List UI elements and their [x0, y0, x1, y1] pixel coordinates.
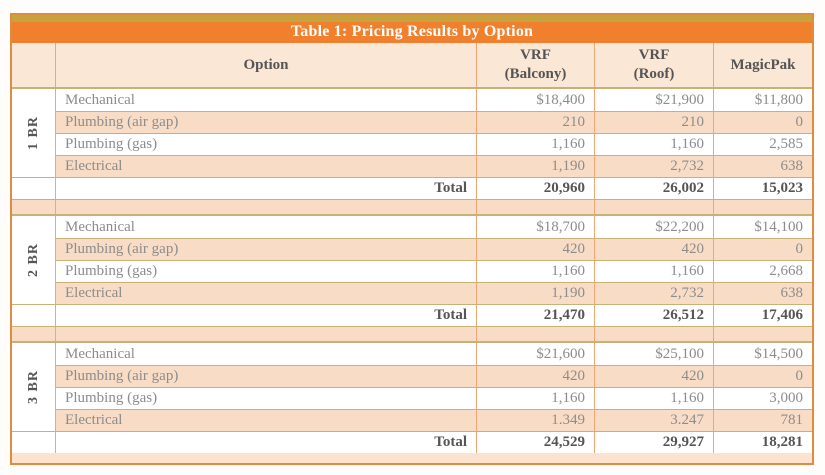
row-value: 420: [476, 238, 594, 260]
row-value: $18,700: [476, 216, 594, 238]
table-title: Table 1: Pricing Results by Option: [12, 22, 812, 43]
row-value: 210: [594, 111, 713, 133]
row-value: $21,600: [476, 343, 594, 365]
group-label-cell: 2 BR: [12, 216, 55, 304]
row-value: $11,800: [713, 89, 812, 111]
group-label: 2 BR: [25, 243, 41, 277]
row-value: 1,190: [476, 282, 594, 304]
row-label: Electrical: [55, 155, 476, 177]
row-value: 638: [713, 155, 812, 177]
row-value: $14,100: [713, 216, 812, 238]
row-value: 1,160: [476, 260, 594, 282]
row-value: 1,190: [476, 155, 594, 177]
section-2br: 2 BR Mechanical $18,700 $22,200 $14,100 …: [12, 216, 812, 326]
row-label: Plumbing (gas): [55, 260, 476, 282]
row-value: 0: [713, 238, 812, 260]
row-value: 781: [713, 409, 812, 431]
row-value: $21,900: [594, 89, 713, 111]
row-label: Electrical: [55, 282, 476, 304]
total-gutter: [12, 304, 55, 326]
section-spacer: [12, 199, 812, 216]
row-value: 420: [476, 365, 594, 387]
row-label: Plumbing (air gap): [55, 238, 476, 260]
row-value: 638: [713, 282, 812, 304]
total-value: 26,002: [594, 177, 713, 199]
row-value: 3,000: [713, 387, 812, 409]
row-value: 2,732: [594, 282, 713, 304]
row-value: 0: [713, 111, 812, 133]
row-label: Mechanical: [55, 216, 476, 238]
row-value: 210: [476, 111, 594, 133]
row-value: $22,200: [594, 216, 713, 238]
row-label: Plumbing (air gap): [55, 365, 476, 387]
total-value: 26,512: [594, 304, 713, 326]
section-1br: 1 BR Mechanical $18,400 $21,900 $11,800 …: [12, 89, 812, 199]
header-vrf-roof: VRF (Roof): [594, 43, 713, 87]
table-header: Option VRF (Balcony) VRF (Roof) MagicPak: [12, 43, 812, 89]
row-label: Mechanical: [55, 89, 476, 111]
header-option: Option: [55, 43, 476, 87]
row-value: 1,160: [594, 260, 713, 282]
section-3br: 3 BR Mechanical $21,600 $25,100 $14,500 …: [12, 343, 812, 453]
section-spacer: [12, 326, 812, 343]
total-label: Total: [55, 304, 476, 326]
row-value: 420: [594, 365, 713, 387]
row-label: Mechanical: [55, 343, 476, 365]
pricing-table: Table 1: Pricing Results by Option Optio…: [10, 13, 814, 465]
row-label: Plumbing (gas): [55, 133, 476, 155]
row-value: 420: [594, 238, 713, 260]
total-gutter: [12, 177, 55, 199]
row-value: 1,160: [476, 387, 594, 409]
row-value: 1,160: [476, 133, 594, 155]
header-magicpak: MagicPak: [713, 43, 812, 87]
row-value: 2,732: [594, 155, 713, 177]
group-label-cell: 3 BR: [12, 343, 55, 431]
total-value: 24,529: [476, 431, 594, 453]
total-label: Total: [55, 431, 476, 453]
total-value: 20,960: [476, 177, 594, 199]
row-value: 1,160: [594, 387, 713, 409]
row-value: 1.349: [476, 409, 594, 431]
row-value: $14,500: [713, 343, 812, 365]
title-accent-bar: [12, 15, 812, 22]
group-label: 1 BR: [25, 116, 41, 150]
row-label: Plumbing (gas): [55, 387, 476, 409]
row-value: $18,400: [476, 89, 594, 111]
group-label: 3 BR: [25, 370, 41, 404]
group-label-cell: 1 BR: [12, 89, 55, 177]
total-value: 18,281: [713, 431, 812, 453]
total-value: 15,023: [713, 177, 812, 199]
total-gutter: [12, 431, 55, 453]
total-value: 21,470: [476, 304, 594, 326]
row-value: 0: [713, 365, 812, 387]
row-value: 2,668: [713, 260, 812, 282]
row-value: 3.247: [594, 409, 713, 431]
header-vrf-balcony: VRF (Balcony): [476, 43, 594, 87]
total-value: 29,927: [594, 431, 713, 453]
header-gutter: [12, 43, 55, 87]
row-label: Plumbing (air gap): [55, 111, 476, 133]
row-value: $25,100: [594, 343, 713, 365]
row-value: 2,585: [713, 133, 812, 155]
total-label: Total: [55, 177, 476, 199]
row-label: Electrical: [55, 409, 476, 431]
row-value: 1,160: [594, 133, 713, 155]
total-value: 17,406: [713, 304, 812, 326]
